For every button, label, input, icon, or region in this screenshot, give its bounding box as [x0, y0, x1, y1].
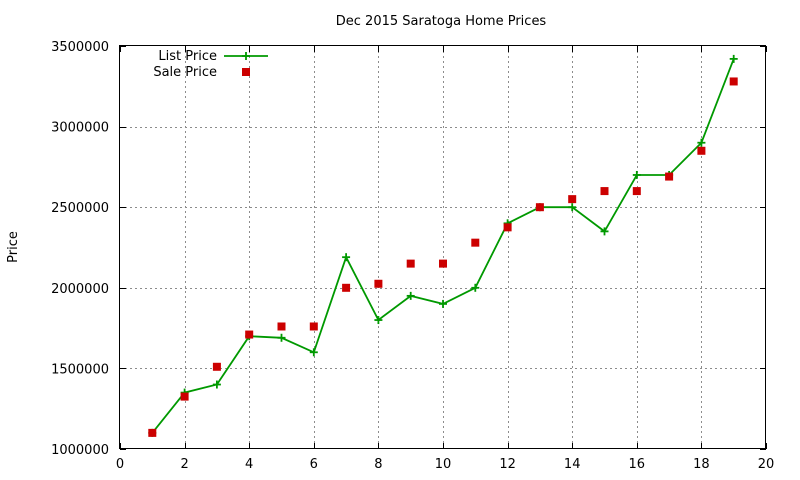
list-price-point [729, 54, 738, 63]
legend-marker-list-price [242, 52, 250, 60]
y-tick-label: 3500000 [51, 40, 109, 55]
x-tick-label: 12 [499, 457, 516, 472]
sale-price-point [212, 362, 221, 371]
list-price-point [406, 291, 415, 300]
chart-title: Dec 2015 Saratoga Home Prices [336, 14, 547, 29]
list-price-point [212, 380, 221, 389]
y-tick-label: 2500000 [51, 201, 109, 216]
sale-price-point [342, 283, 351, 292]
legend-marker-sale-price [242, 68, 250, 76]
list-price-point [568, 203, 577, 212]
plot-border [119, 45, 766, 449]
list-price-point [374, 316, 383, 325]
grid-lines [120, 46, 766, 449]
sale-price-point [600, 187, 609, 196]
x-tick-label: 16 [629, 457, 646, 472]
list-price-point [697, 138, 706, 147]
sale-price-point [148, 428, 157, 437]
sale-price-point [632, 187, 641, 196]
x-tick-label: 6 [310, 457, 318, 472]
sale-price-point [503, 223, 512, 232]
list-price-point [439, 299, 447, 308]
list-price-point [277, 333, 286, 342]
x-tick-label: 0 [116, 457, 124, 472]
sale-price-point [439, 259, 447, 268]
list-price-point [309, 348, 318, 357]
x-tick-label: 4 [245, 457, 253, 472]
sale-price-point [697, 146, 706, 155]
x-tick-label: 2 [180, 457, 188, 472]
y-tick-label: 3000000 [51, 121, 109, 136]
sale-price-point [406, 259, 415, 268]
y-tick-label: 1000000 [51, 443, 109, 458]
legend-label-list-price: List Price [158, 49, 217, 64]
sale-price-point [309, 322, 318, 331]
x-tick-label: 10 [435, 457, 452, 472]
sale-price-point [245, 330, 254, 339]
list-price-point [632, 170, 641, 179]
sale-price-point [277, 322, 286, 331]
x-axis-tick-labels: 0 2 4 6 8 10 12 14 16 18 20 [116, 457, 774, 472]
x-tick-label: 14 [564, 457, 581, 472]
sale-price-point [471, 238, 480, 247]
legend-label-sale-price: Sale Price [153, 65, 217, 80]
x-tick-label: 20 [758, 457, 775, 472]
legend-key-list-price [224, 52, 268, 60]
axis-ticks [120, 46, 767, 450]
x-tick-label: 18 [693, 457, 710, 472]
legend: List Price Sale Price [153, 49, 268, 80]
sale-price-point [568, 195, 577, 204]
sale-price-point [665, 172, 674, 181]
y-tick-label: 1500000 [51, 362, 109, 377]
sale-price-point [180, 392, 189, 401]
list-price-point [471, 283, 480, 292]
y-axis-tick-labels: 1000000 1500000 2000000 2500000 3000000 35000… [51, 40, 109, 458]
legend-key-sale-price [242, 68, 250, 76]
y-tick-label: 2000000 [51, 282, 109, 297]
series-layer [148, 54, 738, 437]
y-axis-label: Price [6, 231, 21, 263]
sale-price-point [374, 279, 383, 288]
list-price-point [342, 253, 351, 262]
sale-price-point [729, 77, 738, 86]
sale-price-point [535, 203, 544, 212]
x-tick-label: 8 [374, 457, 382, 472]
list-price-point [600, 227, 609, 236]
